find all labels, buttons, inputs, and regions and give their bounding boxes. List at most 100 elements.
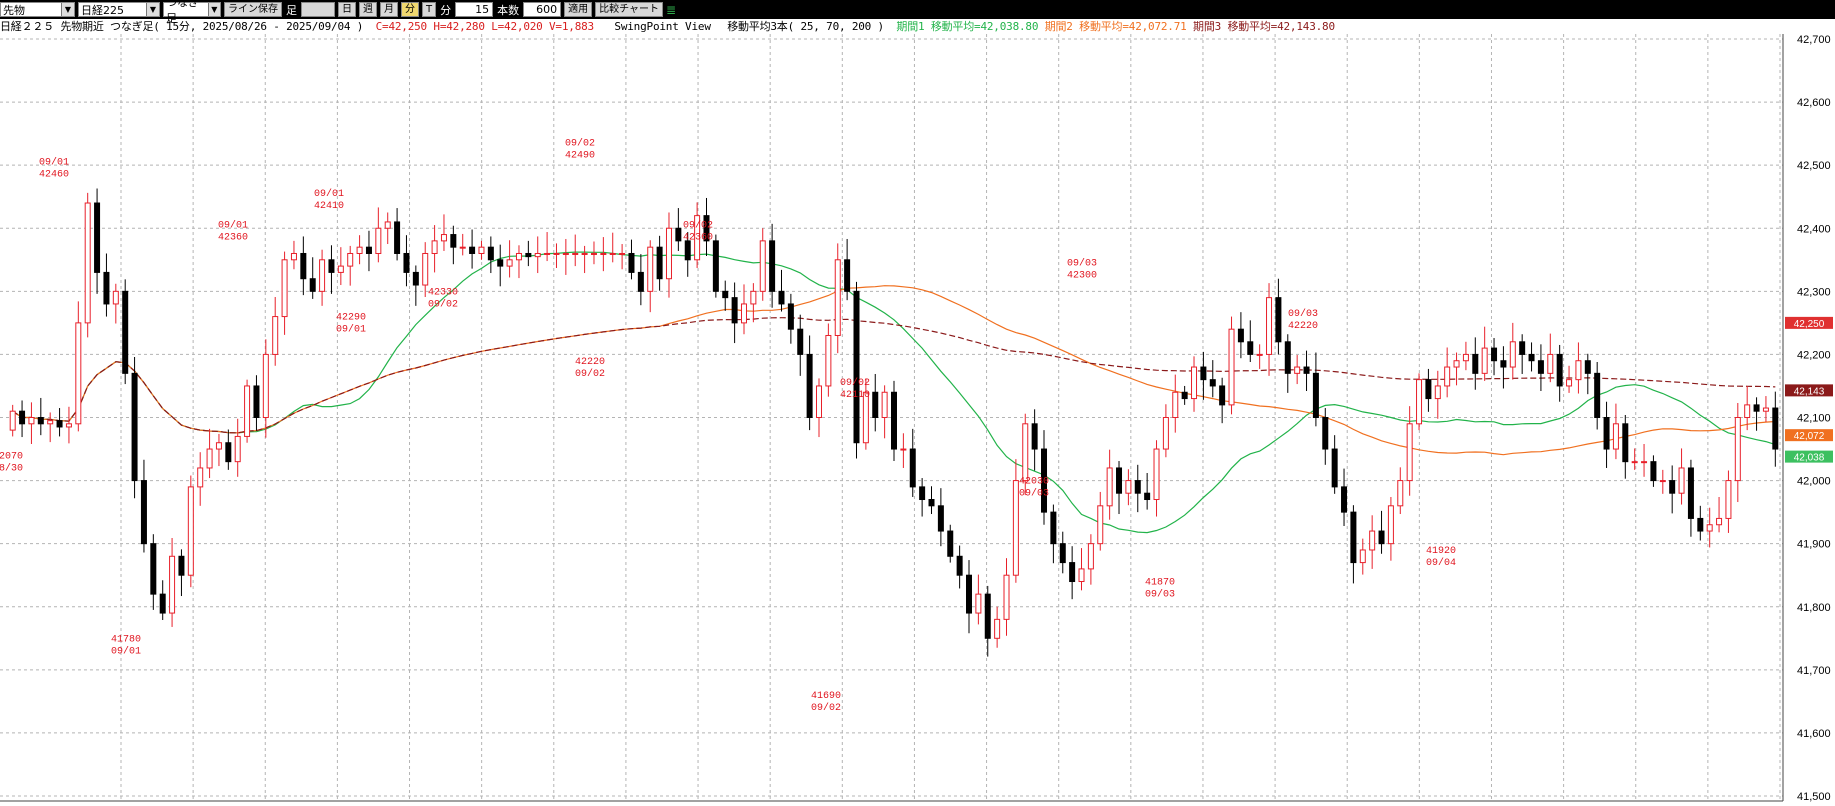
market-select[interactable]: 先物 ▼	[0, 2, 75, 17]
candle-body	[1687, 467, 1694, 519]
candle-body	[1059, 543, 1066, 564]
swing-price: 42410	[314, 201, 344, 212]
candle-body	[469, 246, 476, 254]
candle-body	[1041, 448, 1048, 513]
candle-body	[769, 240, 776, 292]
candle-body	[1528, 353, 1535, 362]
period-day-button[interactable]: 日	[338, 2, 356, 17]
instrument-select[interactable]: 日経225 ▼	[78, 2, 160, 17]
candle-body	[1191, 366, 1198, 400]
candlestick-chart[interactable]: 4207008/3009/01424604178009/0109/0142360…	[0, 34, 1835, 806]
compare-chart-button[interactable]: 比較チャート	[595, 2, 664, 17]
foot-box[interactable]	[301, 2, 335, 17]
candle-body	[178, 555, 185, 576]
candle-body	[1650, 461, 1657, 482]
candle-body	[1631, 461, 1638, 464]
market-select-value: 先物	[3, 3, 25, 17]
candle-body	[431, 240, 438, 254]
swing-price: 42030	[1019, 477, 1049, 488]
ma1-readout: 期間1 移動平均=42,038.80	[896, 20, 1039, 33]
candle-body	[140, 480, 147, 545]
candle-body	[75, 322, 82, 425]
candle-body	[1200, 366, 1207, 381]
candle-body	[234, 435, 241, 463]
chart-kind-select[interactable]: つなぎ足 ▼	[163, 0, 221, 25]
swing-date: 09/01	[39, 156, 69, 168]
price-tag: 42,143	[1785, 384, 1833, 397]
candle-body	[1275, 297, 1282, 343]
candle-body	[581, 252, 588, 255]
candle-body	[1125, 480, 1132, 494]
candle-body	[928, 499, 935, 507]
candle-body	[722, 290, 729, 299]
candle-body	[347, 252, 354, 267]
bar-chart-icon[interactable]: ≣	[666, 2, 677, 17]
candle-body	[1659, 480, 1666, 483]
candle-body	[909, 448, 916, 488]
candle-body	[1716, 517, 1723, 526]
candle-body	[403, 252, 410, 273]
count-stepper[interactable]: 600	[523, 2, 562, 17]
candle-body	[112, 290, 119, 305]
candle-body	[862, 391, 869, 444]
price-tag-bg	[1785, 450, 1833, 463]
y-tick-label: 42,700	[1797, 34, 1831, 46]
minutes-stepper[interactable]: 15	[455, 2, 494, 17]
candle-body	[1219, 385, 1226, 406]
candles	[9, 188, 1779, 657]
toolbar: 先物 ▼ 日経225 ▼ つなぎ足 ▼ ライン保存 足 日 週 月 分 T 分 …	[0, 0, 1835, 25]
candle-body	[600, 252, 607, 255]
candle-body	[515, 252, 522, 261]
candle-body	[544, 252, 551, 255]
period-month-button[interactable]: 月	[380, 2, 398, 17]
candle-body	[47, 420, 54, 425]
candle-body	[1706, 524, 1713, 532]
candle-body	[253, 385, 260, 419]
candle-body	[422, 252, 429, 286]
y-tick-label: 42,100	[1797, 413, 1831, 425]
candle-body	[1622, 423, 1629, 463]
candle-body	[1022, 423, 1029, 482]
candle-body	[675, 227, 682, 242]
save-line-button[interactable]: ライン保存	[224, 2, 282, 17]
candle-body	[1678, 467, 1685, 494]
ma3-readout: 期間3 移動平均=42,143.80	[1193, 20, 1335, 33]
period-week-button[interactable]: 週	[359, 2, 377, 17]
candle-body	[956, 555, 963, 576]
candle-body	[1584, 360, 1591, 374]
chart-title: 日経２２５ 先物期近 つなぎ足( 15分, 2025/08/26 - 2025/…	[0, 20, 364, 33]
chart-grid	[0, 34, 1783, 801]
candle-body	[94, 202, 101, 273]
candle-body	[1462, 353, 1469, 362]
swing-date: 08/30	[0, 462, 23, 474]
candle-body	[919, 486, 926, 501]
swing-price: 42220	[575, 357, 605, 368]
y-tick-label: 41,600	[1797, 728, 1831, 740]
candle-body	[1256, 353, 1263, 356]
period-minute-button[interactable]: 分	[401, 2, 419, 17]
candle-body	[412, 271, 419, 286]
price-tag-label: 42,250	[1794, 319, 1825, 330]
candle-body	[272, 316, 279, 355]
moving-average-lines	[12, 251, 1776, 534]
swing-date: 09/03	[1145, 589, 1175, 601]
candle-body	[1012, 480, 1019, 576]
candle-body	[1322, 417, 1329, 450]
candle-body	[1359, 549, 1366, 564]
candle-body	[337, 265, 344, 273]
y-tick-label: 41,500	[1797, 791, 1831, 803]
period-tick-button[interactable]: T	[422, 2, 437, 17]
ohlc-readout: C=42,250 H=42,280 L=42,020 V=1,883	[375, 20, 595, 33]
candle-body	[1753, 404, 1760, 412]
candle-body	[1772, 407, 1779, 450]
apply-button[interactable]: 適用	[564, 2, 593, 17]
candle-body	[1144, 492, 1151, 501]
swing-date: 09/03	[1288, 308, 1318, 320]
chevron-down-icon: ▼	[207, 3, 220, 16]
count-label: 本数	[497, 3, 520, 17]
swing-price: 42300	[1067, 270, 1097, 281]
